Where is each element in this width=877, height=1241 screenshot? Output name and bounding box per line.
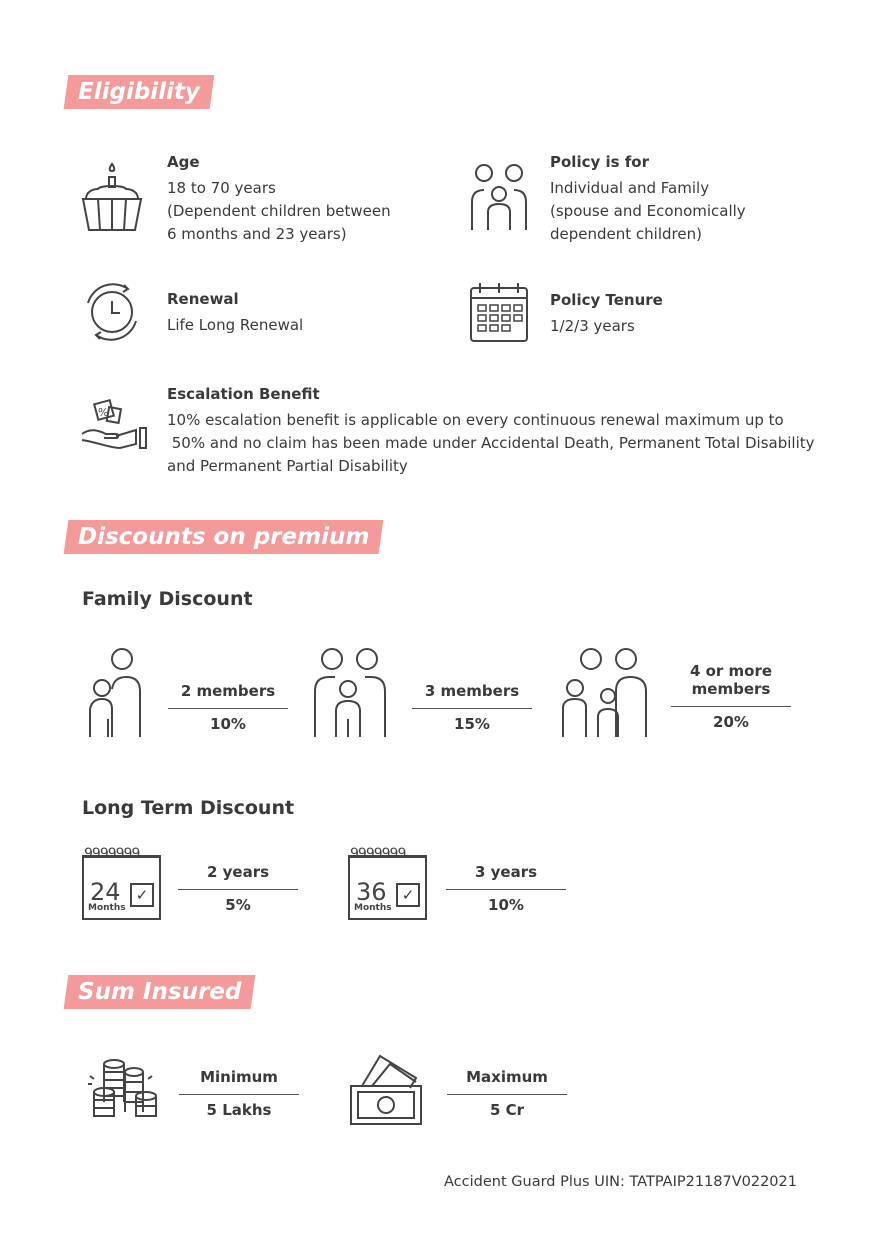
policy-for-title: Policy is for [550,153,649,171]
sum-insured-heading: Sum Insured [63,975,256,1009]
policy-for-text: Individual and Family (spouse and Economi… [550,179,746,243]
renewal-title: Renewal [167,290,239,308]
discounts-heading: Discounts on premium [63,520,384,554]
long-term-discount-2: 2 years 5% [178,863,298,914]
cupcake-icon [81,162,143,231]
renewal-text: Life Long Renewal [167,316,304,334]
coins-icon [88,1059,157,1117]
three-members-icon [314,648,386,737]
family-discount-title: Family Discount [82,588,253,610]
four-members-icon [562,648,647,737]
eligibility-heading: Eligibility [63,75,215,109]
age-title: Age [167,153,200,171]
family-discount-4: 4 or more members 20% [671,662,791,731]
calendar-icon [470,283,528,342]
escalation-title: Escalation Benefit [167,385,320,403]
sum-insured-maximum: Maximum 5 Cr [447,1068,567,1119]
tenure-text: 1/2/3 years [550,317,635,335]
escalation-text: 10% escalation benefit is applicable on … [167,411,815,475]
tenure-title: Policy Tenure [550,291,663,309]
family-discount-3: 3 members 15% [412,682,532,733]
family-icon [471,164,527,230]
family-discount-2: 2 members 10% [168,682,288,733]
long-term-discount-3: 3 years 10% [446,863,566,914]
long-term-discount-title: Long Term Discount [82,797,295,819]
footer-uin: Accident Guard Plus UIN: TATPAIP21187V02… [444,1174,797,1190]
renewal-clock-icon [87,283,137,341]
sum-insured-minimum: Minimum 5 Lakhs [179,1068,299,1119]
svg-text:%: % [98,406,108,419]
hand-discount-icon: % [81,398,147,450]
two-members-icon [89,648,141,737]
calendar-36-months-icon: 9999999 36 Months ✓ [348,846,427,920]
age-text: 18 to 70 years (Dependent children betwee… [167,179,391,243]
banknotes-icon [350,1054,422,1125]
calendar-24-months-icon: 9999999 24 Months ✓ [82,846,161,920]
